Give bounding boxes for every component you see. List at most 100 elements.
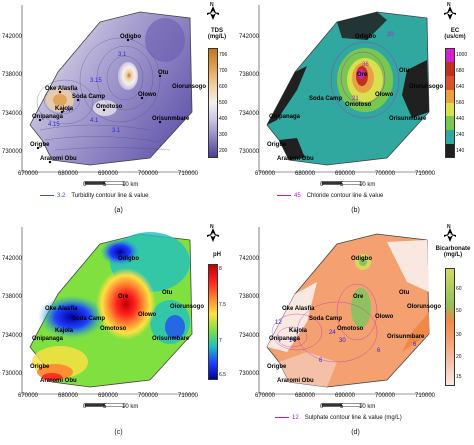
town-label: Soda Camp <box>309 96 342 102</box>
legend-tick: 440 <box>456 116 465 122</box>
north-label: N <box>210 224 214 230</box>
legend-tick: 20 <box>456 354 462 360</box>
town-label: Olowo <box>375 314 394 320</box>
contour-key: 3.2 Turbidity contour line & value <box>40 193 149 199</box>
tds-high-zone-1 <box>118 62 138 90</box>
y-tick: 742000 <box>239 34 260 40</box>
scale-label: 10 km <box>359 404 376 410</box>
town-label: Ore <box>353 294 364 300</box>
town-label: Araromi Obu <box>277 156 314 162</box>
legend-tick: 140 <box>456 148 465 154</box>
scale-label: 0 <box>83 182 87 188</box>
scale-label: 0 <box>320 182 324 188</box>
town-label: Oiorunsogo <box>172 84 206 90</box>
x-tick: 710000 <box>415 393 436 399</box>
contour-label: 20 <box>387 32 394 38</box>
map-d: 12 14 24 30 6 6 6 Odigbo Oke Alasfia Kaj… <box>258 227 441 407</box>
tds-colorbar <box>208 48 218 158</box>
y-tick: 742000 <box>239 256 260 262</box>
scale-label: 10 km <box>359 182 376 188</box>
legend-tick: 300 <box>219 132 228 138</box>
town-label: Odigbo <box>120 34 141 40</box>
panel-ph: Odigbo Oke Alasfia Kajola Soda Camp Omot… <box>0 222 237 444</box>
town-label: Kajola <box>55 106 74 112</box>
town-label: Origbe <box>267 364 287 370</box>
panel-ec-chloride: 20 21 36 Odigbo Soda Camp Omotoso Olowo … <box>237 0 474 222</box>
legend-title: pH <box>213 252 221 258</box>
town-label: Onipanaga <box>269 336 301 342</box>
town-label: Origbe <box>30 142 50 148</box>
town-label: Olowo <box>138 312 157 318</box>
scale-label: 0 <box>320 404 324 410</box>
town-label: Orisunmbare <box>152 336 190 342</box>
y-tick: 730000 <box>239 371 260 377</box>
north-label: N <box>447 2 451 8</box>
x-tick: 700000 <box>138 393 159 399</box>
x-tick: 700000 <box>375 171 396 177</box>
x-tick: 670000 <box>255 171 276 177</box>
town-label: Odigbo <box>355 34 376 40</box>
y-tick: 738000 <box>2 294 23 300</box>
north-arrow-icon <box>206 227 220 243</box>
legend-tick: 500 <box>219 100 228 106</box>
contour-label: 6 <box>319 358 323 364</box>
contour-label: 6 <box>377 348 381 354</box>
panel-tds-turbidity: 3.1 3.15 4.15 4.1 2.4 3.1 Odigbo Oke Ala… <box>0 0 237 222</box>
map-c: Odigbo Oke Alasfia Kajola Soda Camp Omot… <box>21 227 204 407</box>
legend-tick: 240 <box>456 132 465 138</box>
town-label: Otu <box>162 290 173 296</box>
legend-tick: 400 <box>219 116 228 122</box>
town-label: Omotoso <box>96 104 123 110</box>
x-tick: 710000 <box>178 171 199 177</box>
y-tick: 730000 <box>2 149 23 155</box>
x-tick: 670000 <box>255 393 276 399</box>
contour-label: 36 <box>362 62 369 68</box>
town-label: Otu <box>399 68 410 74</box>
town-label: Olorunsogo <box>407 304 441 310</box>
turbidity-contours <box>36 37 171 151</box>
town-label: Omotoso <box>337 326 364 332</box>
town-label: Otu <box>399 290 410 296</box>
town-label: Araromi Obu <box>40 156 77 162</box>
contour-label: 4.15 <box>48 122 60 128</box>
town-label: Soda Camp <box>309 316 342 322</box>
contour-label: 24 <box>329 330 336 336</box>
north-arrow-icon <box>443 227 457 243</box>
x-tick: 690000 <box>98 393 119 399</box>
contour-label: 3.15 <box>90 78 102 84</box>
legend-tick: 1000 <box>456 52 468 58</box>
north-arrow-icon <box>206 5 220 21</box>
x-tick: 710000 <box>415 171 436 177</box>
legend-tick: 796 <box>219 52 228 58</box>
legend-tick: 30 <box>456 332 462 338</box>
x-tick: 680000 <box>58 171 79 177</box>
y-tick: 742000 <box>2 256 23 262</box>
panel-caption: (c) <box>114 429 123 436</box>
scale-label: 10 km <box>122 404 139 410</box>
y-tick: 734000 <box>2 333 23 339</box>
panel-caption: (b) <box>351 207 360 214</box>
contour-key: 12 Sulphate contour line & value (mg/L) <box>275 415 402 421</box>
legend-tick: 600 <box>219 84 228 90</box>
town-label: Ore <box>357 72 368 78</box>
chloride-contours <box>330 41 400 119</box>
scale-label: 0 <box>83 404 87 410</box>
x-tick: 670000 <box>18 393 39 399</box>
x-tick: 710000 <box>178 393 199 399</box>
north-arrow-icon <box>443 5 457 21</box>
town-label: Onipanaga <box>269 114 301 120</box>
contour-label: 3.1 <box>118 52 127 58</box>
panel-caption: (d) <box>351 429 360 436</box>
contour-label: 4.1 <box>90 118 99 124</box>
ph-colorbar <box>208 264 218 380</box>
town-label: Olowo <box>375 92 394 98</box>
town-label: Ore <box>118 294 129 300</box>
town-label: Oke Alasfia <box>45 306 78 312</box>
y-tick: 738000 <box>239 72 260 78</box>
x-tick: 690000 <box>98 171 119 177</box>
legend-tick: 680 <box>456 68 465 74</box>
x-tick: 680000 <box>295 393 316 399</box>
scale-label: 5 <box>340 404 344 410</box>
contour-label: 12 <box>275 320 282 326</box>
x-tick: 670000 <box>18 171 39 177</box>
